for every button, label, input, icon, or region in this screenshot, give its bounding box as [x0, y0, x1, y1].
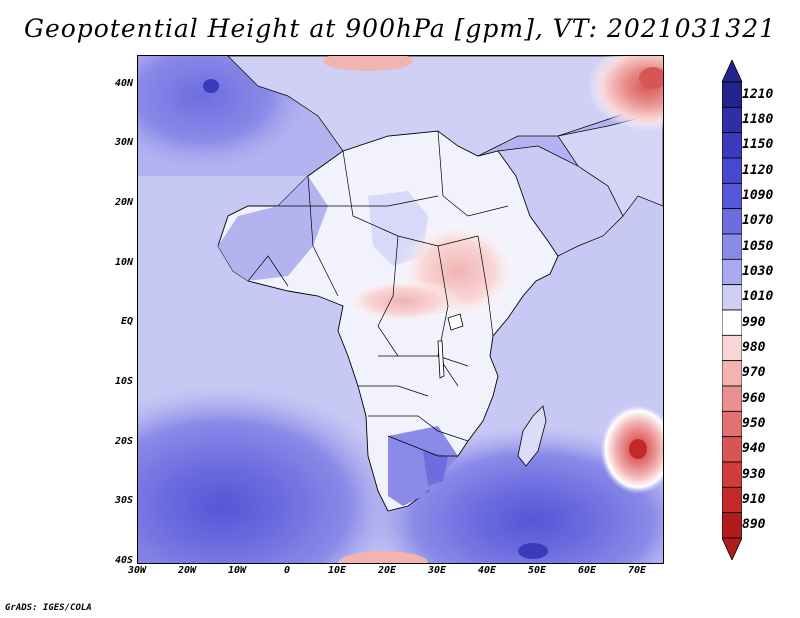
lon-label: 40E	[477, 565, 497, 576]
colorbar-swatch	[722, 309, 742, 336]
south-atlantic-high	[138, 386, 403, 563]
madagascar	[517, 405, 547, 467]
lake-victoria	[447, 313, 464, 331]
lon-label: 30W	[127, 565, 147, 576]
colorbar-swatch	[722, 106, 742, 134]
colorbar-label: 1180	[742, 112, 774, 127]
europe-red-patch	[323, 56, 413, 71]
map-title: Geopotential Height at 900hPa [gpm], VT:…	[23, 14, 777, 43]
lon-label: 30E	[427, 565, 447, 576]
southern-africa-inner	[423, 451, 448, 486]
cyclone-core	[629, 439, 647, 459]
southern-africa-blue	[388, 426, 458, 506]
colorbar-label: 970	[742, 365, 766, 381]
colorbar-label: 910	[742, 492, 766, 507]
azores-core	[203, 79, 219, 93]
colorbar-swatch	[722, 182, 742, 210]
lat-label: 30N	[114, 137, 133, 149]
lat-label: 20N	[114, 197, 133, 209]
colorbar-swatch	[722, 208, 742, 235]
colorbar-swatch	[722, 410, 742, 438]
colorbar-label: 960	[742, 390, 766, 406]
asia-low-core	[639, 67, 663, 89]
colorbar-swatch	[722, 385, 742, 412]
colorbar-swatch	[722, 512, 742, 539]
lat-label: 40S	[114, 555, 133, 566]
colorbar-swatch	[722, 233, 742, 260]
colorbar-swatch	[722, 486, 742, 514]
colorbar-label: 990	[742, 314, 766, 330]
lat-label: 10N	[114, 256, 133, 268]
colorbar-label: 1010	[742, 289, 774, 305]
colorbar-label: 930	[742, 466, 766, 482]
colorbar-swatch	[722, 157, 742, 184]
country-borders	[247, 130, 509, 457]
colorbar-swatch	[722, 461, 742, 488]
lon-label: 0	[283, 565, 291, 576]
lon-label: 20E	[377, 565, 397, 576]
sahara-blue-west	[218, 176, 328, 281]
colorbar-swatch	[722, 258, 742, 286]
lon-label: 70E	[627, 565, 647, 576]
colorbar-bottom-arrow	[722, 537, 742, 560]
lat-label: 10S	[114, 376, 133, 388]
colorbar-swatch	[722, 360, 742, 387]
lat-label: 20S	[114, 435, 133, 447]
colorbar-label: 980	[742, 340, 766, 355]
colorbar-label: 1090	[742, 188, 774, 203]
colorbar-label: 950	[742, 416, 766, 431]
map-frame	[137, 55, 664, 564]
lake-tanganyika	[437, 340, 445, 379]
lat-label: EQ	[120, 316, 133, 328]
lon-label: 60E	[577, 565, 597, 576]
south-red-patch	[338, 551, 428, 563]
lon-label: 50E	[527, 565, 547, 576]
colorbar-label: 1070	[742, 213, 774, 229]
map-canvas	[138, 56, 663, 563]
colorbar-swatch	[722, 132, 742, 159]
arabia-land	[497, 145, 624, 257]
colorbar-label: 940	[742, 441, 766, 457]
colorbar-label: 890	[742, 517, 766, 533]
colorbar-label: 1210	[742, 86, 774, 102]
lat-label: 40N	[114, 77, 133, 89]
colorbar-swatch	[722, 81, 742, 108]
lat-label: 30S	[114, 495, 133, 507]
colorbar-label: 1150	[742, 137, 774, 153]
colorbar-label: 1030	[742, 264, 774, 279]
colorbar-swatch	[722, 284, 742, 311]
credit-text: GrADS: IGES/COLA	[5, 603, 92, 613]
colorbar-top-arrow	[722, 60, 742, 83]
colorbar-label: 1050	[742, 238, 774, 254]
colorbar-swatch	[722, 334, 742, 362]
colorbar-label: 1120	[742, 162, 774, 178]
lon-label: 10E	[327, 565, 347, 576]
colorbar	[722, 60, 742, 560]
heat-low-sahel	[343, 279, 463, 323]
lon-label: 10W	[227, 565, 247, 576]
lon-label: 20W	[177, 565, 197, 576]
south-indian-core	[518, 543, 548, 559]
colorbar-swatch	[722, 436, 742, 463]
